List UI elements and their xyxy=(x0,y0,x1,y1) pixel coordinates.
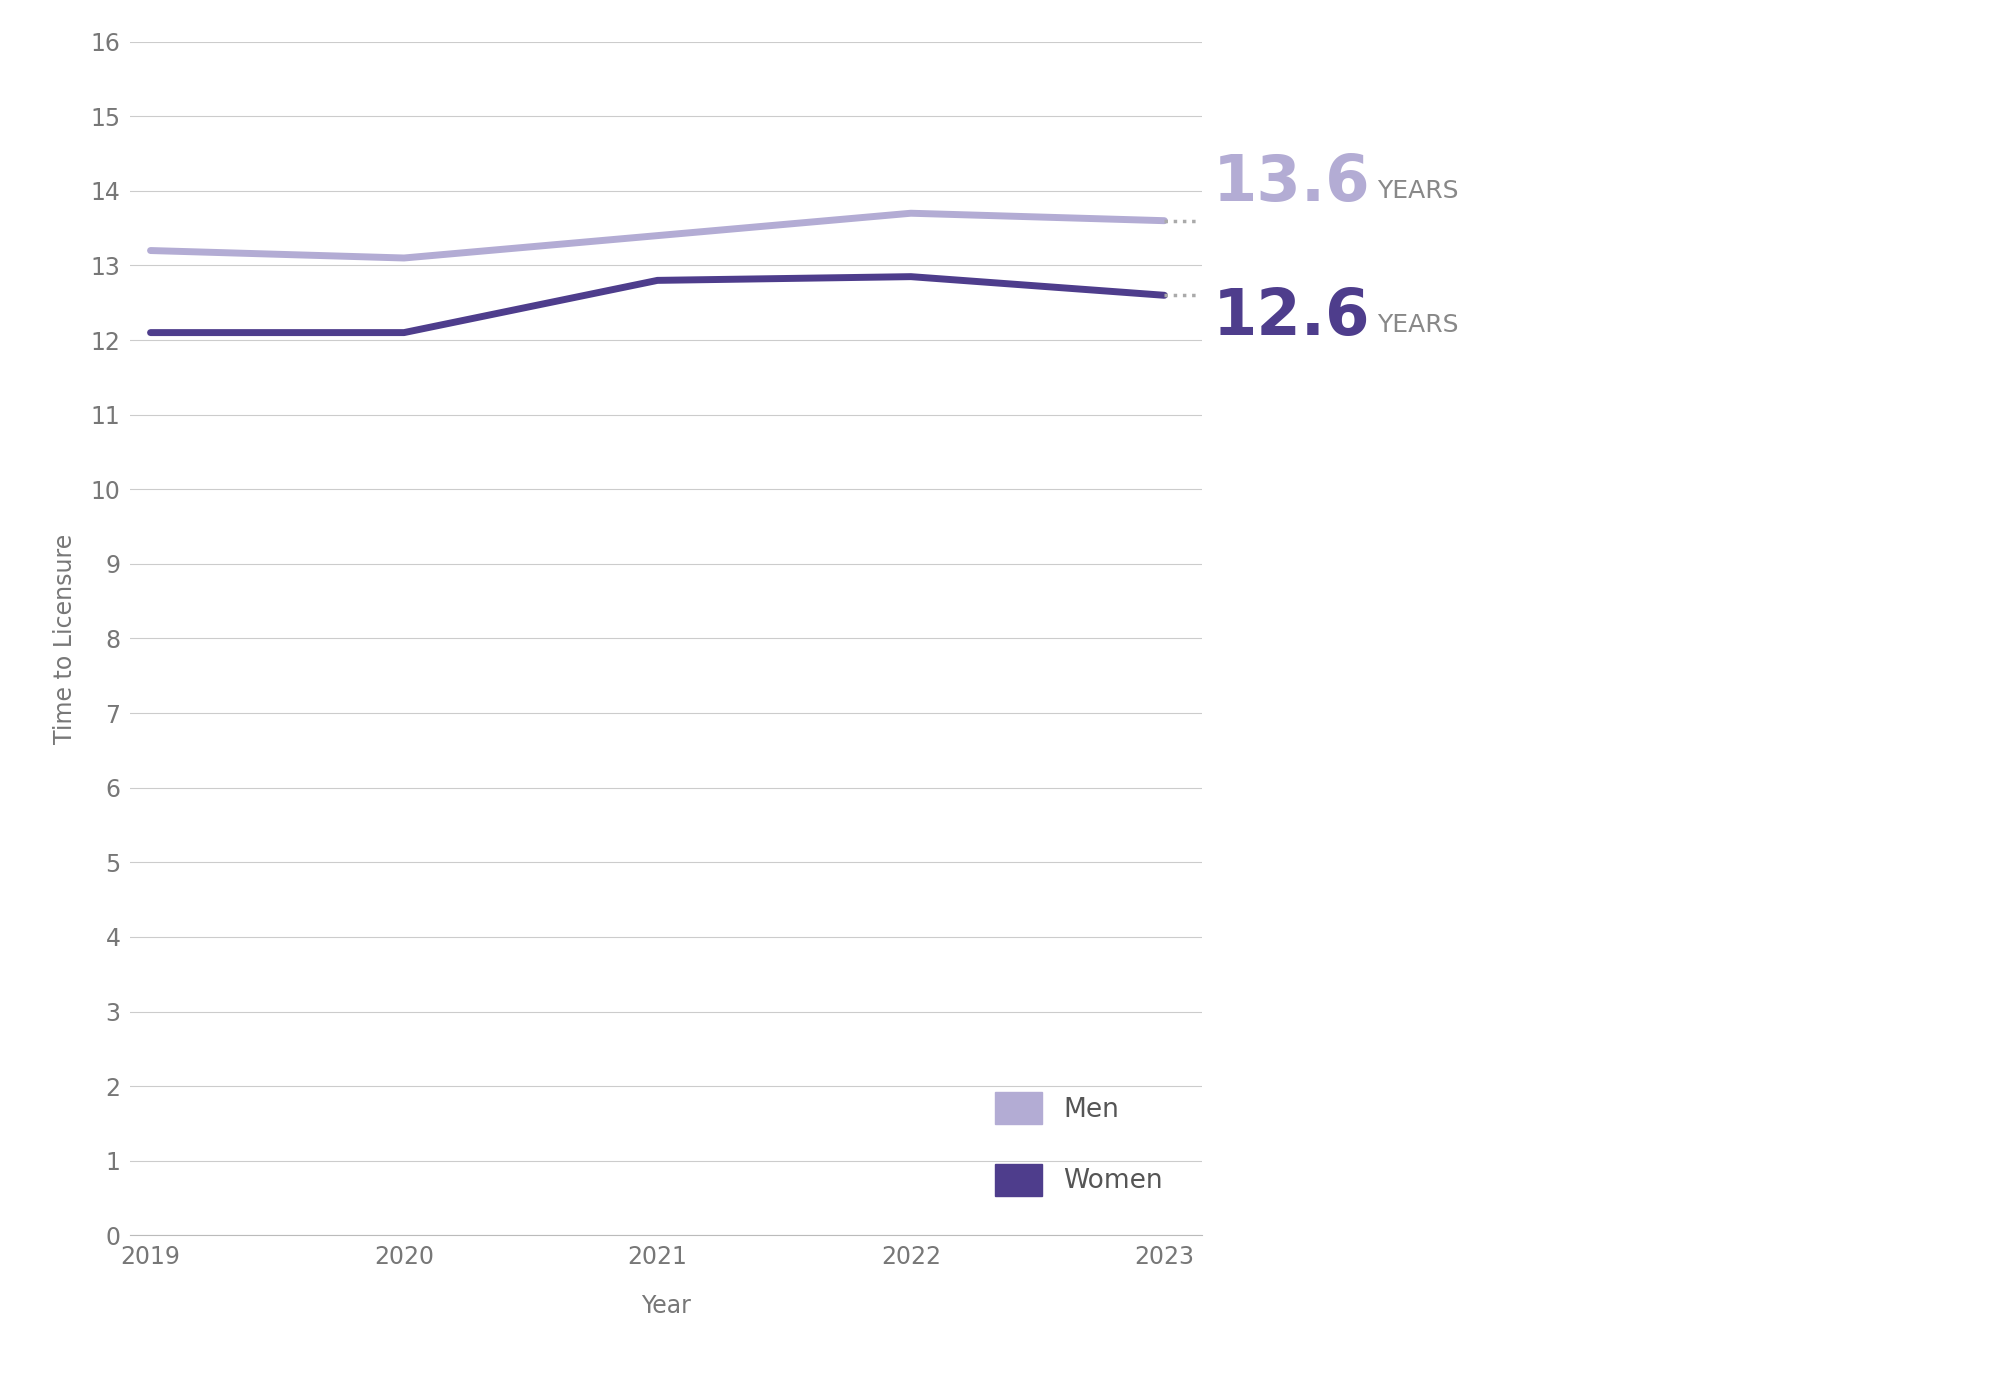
Text: YEARS: YEARS xyxy=(1377,312,1459,337)
Y-axis label: Time to Licensure: Time to Licensure xyxy=(52,533,76,744)
Text: 12.6: 12.6 xyxy=(1212,286,1371,348)
Legend: Men, Women: Men, Women xyxy=(968,1066,1188,1221)
Text: YEARS: YEARS xyxy=(1377,179,1459,203)
X-axis label: Year: Year xyxy=(641,1294,691,1319)
Text: 13.6: 13.6 xyxy=(1212,151,1371,214)
